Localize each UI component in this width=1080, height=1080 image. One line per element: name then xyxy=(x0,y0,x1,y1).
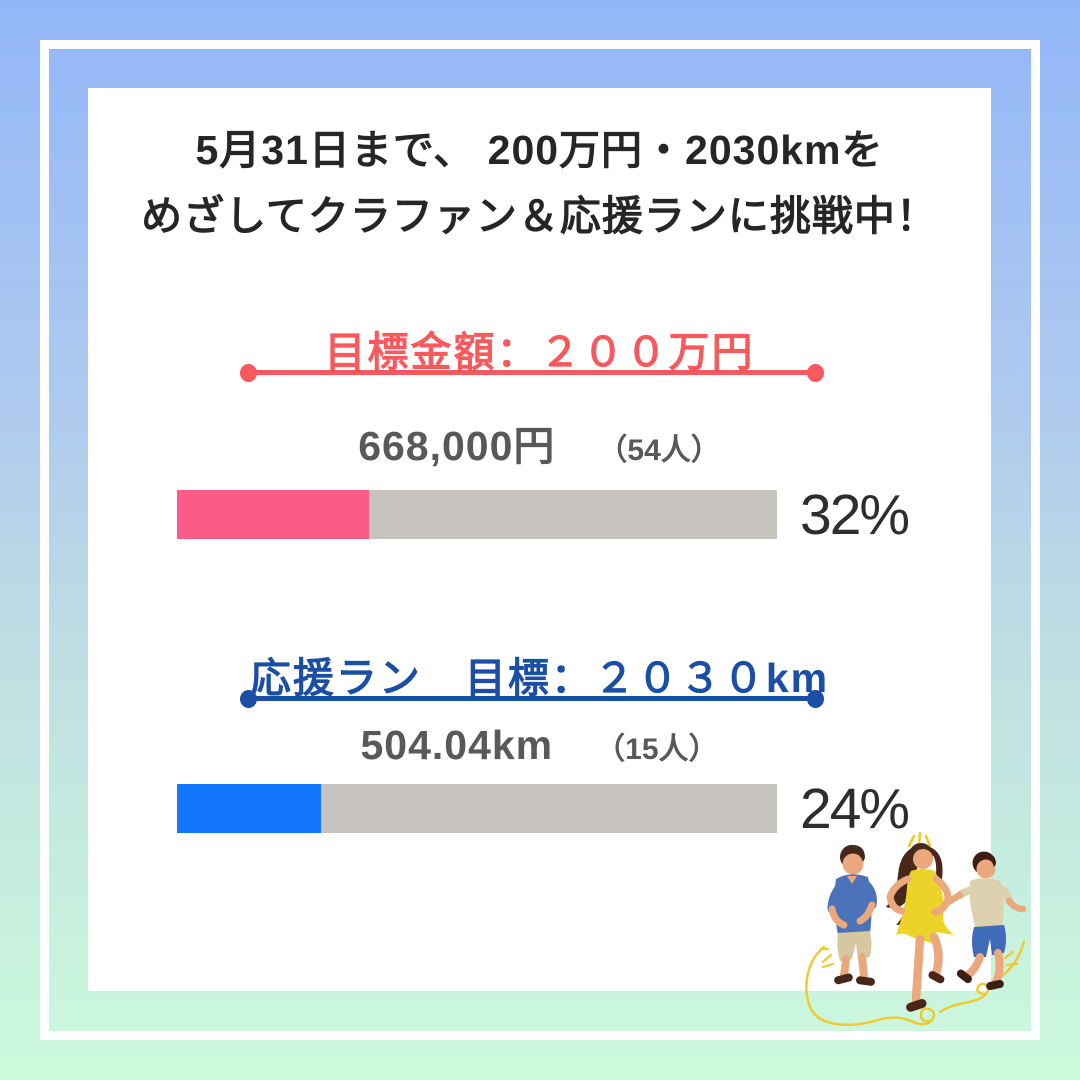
sparkle-icon xyxy=(907,831,932,848)
run-percent-label: 24% xyxy=(800,777,910,841)
campaign-title-line1: 5月31日まで、 200万円・2030kmを xyxy=(195,127,884,173)
funding-value-row: 668,000円 （54人） xyxy=(88,412,991,472)
funding-supporters-count: （54人） xyxy=(597,434,721,467)
run-supporters-count: （15人） xyxy=(595,733,719,766)
content-card: 5月31日まで、 200万円・2030kmを めざしてクラファン＆応援ランに挑戦… xyxy=(88,88,991,991)
sparkle-icon xyxy=(1003,950,1019,967)
runner-center-woman xyxy=(886,843,954,1012)
three-runners-illustration xyxy=(805,831,1027,1026)
funding-percent-label: 32% xyxy=(800,483,910,547)
runner-left xyxy=(827,844,877,986)
run-underline-with-end-dots xyxy=(240,689,824,708)
funding-underline-with-end-dots xyxy=(240,363,824,382)
funding-progress-fill xyxy=(177,490,369,539)
sparkle-icon xyxy=(819,947,835,969)
run-distance: 504.04km xyxy=(360,722,554,768)
campaign-title-line2: めざしてクラファン＆応援ランに挑戦中！ xyxy=(141,192,938,239)
run-progress-track xyxy=(177,784,777,833)
runner-right xyxy=(943,851,1027,991)
run-value-row: 504.04km （15人） xyxy=(88,722,991,769)
funding-goal-heading: 目標金額：２００万円 xyxy=(324,329,755,375)
funding-progress-track xyxy=(177,490,777,539)
run-progress-fill xyxy=(177,784,321,833)
white-frame-border xyxy=(40,40,1040,1040)
run-goal-heading: 応援ラン 目標：２０３０km xyxy=(249,655,830,701)
funding-amount: 668,000円 xyxy=(358,423,556,469)
campaign-title: 5月31日まで、 200万円・2030kmを めざしてクラファン＆応援ランに挑戦… xyxy=(88,118,991,249)
